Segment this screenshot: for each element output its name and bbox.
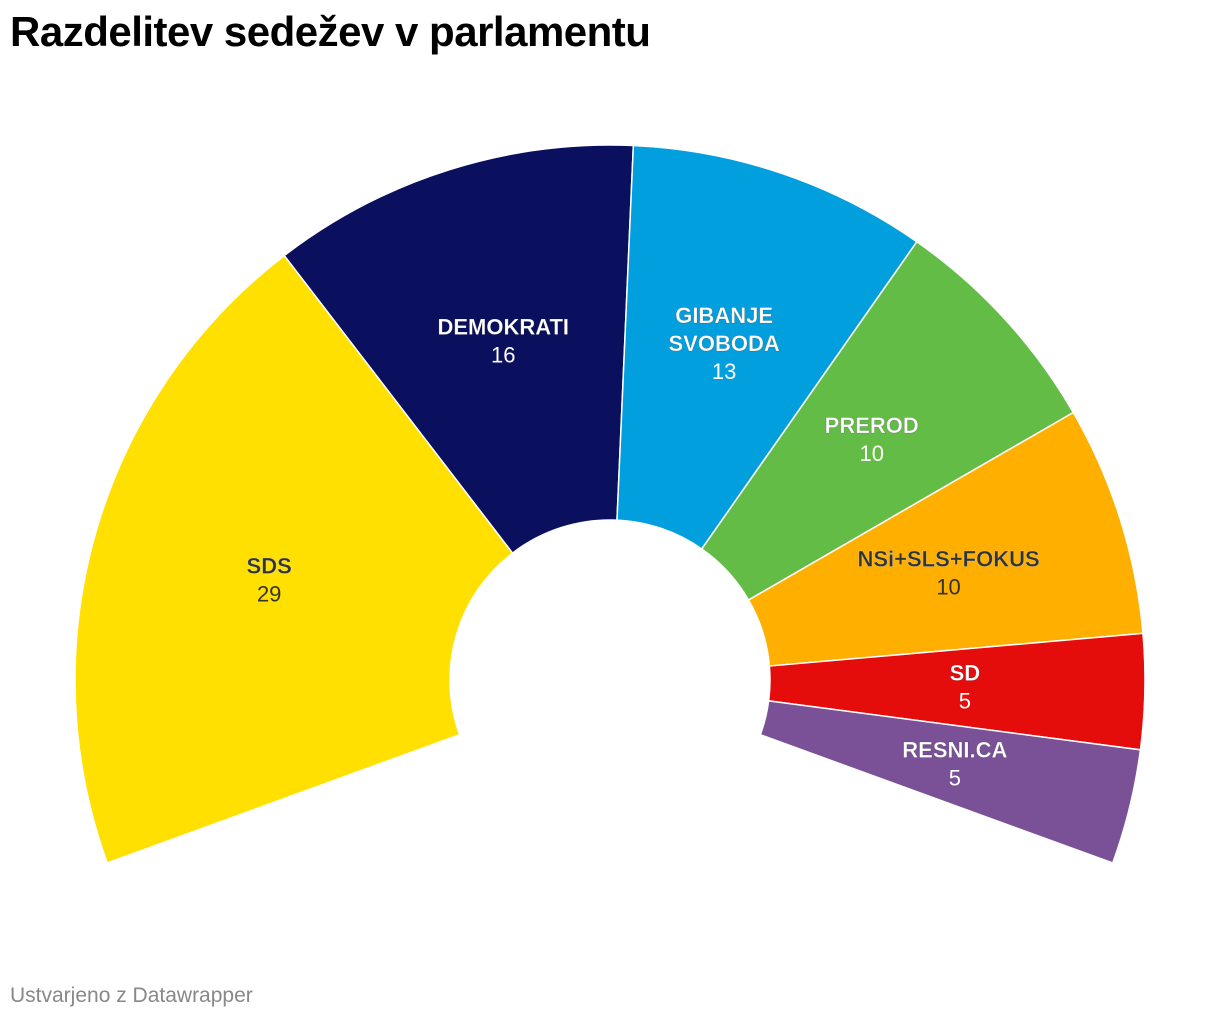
segment-value-label: 13 (712, 359, 736, 384)
segment-name-label: RESNI.CA (902, 737, 1007, 762)
segment-value-label: 5 (949, 765, 961, 790)
segment-resni-ca[interactable] (759, 700, 1142, 864)
segment-name-label: GIBANJE (675, 303, 773, 328)
label-sd: SD 5 (949, 660, 981, 714)
chart-segments (74, 144, 1146, 864)
label-demokrati: DEMOKRATI 16 (437, 314, 569, 367)
label-gibanje-svoboda: GIBANJE SVOBODA 13 (668, 303, 780, 384)
segment-value-label: 5 (959, 689, 971, 714)
segment-value-label: 16 (491, 342, 515, 367)
parliament-chart: SDS 29 DEMOKRATI 16 GIBANJE SVOBODA 13 PREROD 10… (74, 144, 1146, 864)
chart-labels: SDS 29 DEMOKRATI 16 GIBANJE SVOBODA 13 PREROD 10… (246, 303, 1040, 791)
segment-value-label: 29 (257, 582, 281, 607)
segment-prerod[interactable] (700, 240, 1075, 602)
segment-name-label: PREROD (825, 413, 919, 438)
segment-name-label: DEMOKRATI (437, 314, 569, 339)
segment-name-label: SVOBODA (668, 331, 779, 356)
segment-value-label: 10 (859, 441, 883, 466)
segment-gibanje-svoboda[interactable] (616, 144, 918, 550)
label-nsi-sls-fokus: NSi+SLS+FOKUS 10 (857, 546, 1040, 599)
segment-nsi-sls-fokus[interactable] (747, 411, 1144, 667)
chart-title: Razdelitev sedežev v parlamentu (10, 8, 651, 55)
segment-sds[interactable] (74, 254, 514, 864)
segment-name-label: SD (950, 661, 981, 686)
label-prerod: PREROD 10 (824, 413, 919, 466)
segment-demokrati[interactable] (283, 144, 635, 555)
label-sds: SDS 29 (246, 553, 292, 607)
segment-name-label: SDS (247, 554, 292, 579)
footer-credit: Ustvarjeno z Datawrapper (10, 984, 253, 1007)
segment-value-label: 10 (936, 574, 960, 599)
segment-name-label: NSi+SLS+FOKUS (857, 546, 1039, 571)
label-resni-ca: RESNI.CA 5 (902, 737, 1008, 790)
